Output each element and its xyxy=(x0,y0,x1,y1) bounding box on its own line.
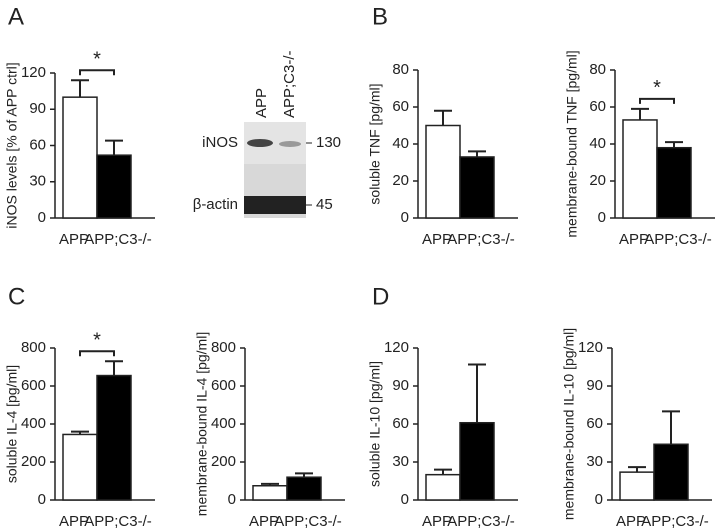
y-tick-label: 90 xyxy=(392,377,409,394)
marker-label: 130 xyxy=(316,134,341,151)
bar xyxy=(622,119,658,219)
x-tick-label: APP;C3-/- xyxy=(644,231,712,248)
y-tick-label: 60 xyxy=(586,415,603,432)
bar xyxy=(96,374,132,501)
y-tick-label: 30 xyxy=(392,453,409,470)
y-tick-label: 400 xyxy=(21,415,46,432)
significance-bracket xyxy=(639,97,675,104)
y-tick-label: 40 xyxy=(589,135,606,152)
panel-label: D xyxy=(372,283,389,310)
x-tick-label: APP xyxy=(422,513,452,530)
bar xyxy=(653,443,689,501)
y-tick-label: 60 xyxy=(589,98,606,115)
x-tick-label: APP;C3-/- xyxy=(274,513,342,530)
lane-label: APP xyxy=(253,88,270,118)
y-axis-label: membrane-bound TNF [pg/ml] xyxy=(564,50,580,237)
y-tick-label: 0 xyxy=(38,491,46,508)
bar xyxy=(459,156,495,219)
x-tick-label: APP xyxy=(619,231,649,248)
western-blot: APP APP;C3-/- iNOS β-actin 130 45 xyxy=(193,50,341,218)
y-tick-label: 60 xyxy=(392,415,409,432)
blot-band xyxy=(244,196,306,214)
y-axis-label: iNOS levels [% of APP ctrl] xyxy=(4,62,20,228)
y-tick-label: 120 xyxy=(384,339,409,356)
y-axis-label: membrane-bound IL-4 [pg/ml] xyxy=(194,332,210,516)
y-tick-label: 0 xyxy=(595,491,603,508)
y-tick-label: 20 xyxy=(589,172,606,189)
y-tick-label: 200 xyxy=(211,453,236,470)
bar xyxy=(425,473,461,501)
y-tick-label: 90 xyxy=(586,377,603,394)
significance-mark: * xyxy=(93,49,101,71)
bar xyxy=(425,124,461,219)
bar xyxy=(62,96,98,219)
y-tick-label: 20 xyxy=(392,172,409,189)
y-tick-label: 800 xyxy=(211,339,236,356)
blot-band xyxy=(247,139,273,147)
bar xyxy=(62,433,98,501)
marker-label: 45 xyxy=(316,196,333,213)
y-axis-label: soluble IL-10 [pg/ml] xyxy=(367,361,383,487)
x-tick-label: APP xyxy=(249,513,279,530)
y-tick-label: 0 xyxy=(401,209,409,226)
y-axis-label: membrane-bound IL-10 [pg/ml] xyxy=(561,328,577,520)
panel-label: C xyxy=(8,283,25,310)
x-tick-label: APP xyxy=(59,513,89,530)
y-tick-label: 0 xyxy=(401,491,409,508)
x-tick-label: APP;C3-/- xyxy=(641,513,709,530)
bar xyxy=(459,421,495,501)
x-tick-label: APP xyxy=(616,513,646,530)
panel-label: A xyxy=(8,3,24,30)
bar xyxy=(96,154,132,219)
x-tick-label: APP;C3-/- xyxy=(84,231,152,248)
x-tick-label: APP;C3-/- xyxy=(84,513,152,530)
y-tick-label: 30 xyxy=(29,173,46,190)
significance-bracket xyxy=(79,350,115,357)
y-tick-label: 80 xyxy=(589,61,606,78)
significance-mark: * xyxy=(93,330,101,352)
y-tick-label: 600 xyxy=(211,377,236,394)
x-tick-label: APP;C3-/- xyxy=(447,513,515,530)
row-label: iNOS xyxy=(202,134,238,151)
significance-bracket xyxy=(79,69,115,76)
y-tick-label: 800 xyxy=(21,339,46,356)
bar xyxy=(656,146,692,219)
bar xyxy=(286,476,322,501)
y-tick-label: 200 xyxy=(21,453,46,470)
y-axis-label: soluble TNF [pg/ml] xyxy=(367,83,383,204)
significance-mark: * xyxy=(653,77,661,99)
x-tick-label: APP;C3-/- xyxy=(447,231,515,248)
y-tick-label: 400 xyxy=(211,415,236,432)
row-label: β-actin xyxy=(193,196,238,213)
y-tick-label: 80 xyxy=(392,61,409,78)
y-tick-label: 120 xyxy=(578,339,603,356)
y-tick-label: 60 xyxy=(392,98,409,115)
y-tick-label: 40 xyxy=(392,135,409,152)
lane-label: APP;C3-/- xyxy=(281,50,298,118)
bar xyxy=(252,485,288,501)
y-tick-label: 0 xyxy=(228,491,236,508)
y-tick-label: 0 xyxy=(598,209,606,226)
y-tick-label: 120 xyxy=(21,64,46,81)
panel-label: B xyxy=(372,3,388,30)
y-tick-label: 0 xyxy=(38,209,46,226)
y-tick-label: 600 xyxy=(21,377,46,394)
y-tick-label: 30 xyxy=(586,453,603,470)
y-tick-label: 60 xyxy=(29,136,46,153)
x-tick-label: APP xyxy=(422,231,452,248)
y-axis-label: soluble IL-4 [pg/ml] xyxy=(4,365,20,483)
bar xyxy=(619,471,655,501)
x-tick-label: APP xyxy=(59,231,89,248)
y-tick-label: 90 xyxy=(29,100,46,117)
blot-band xyxy=(279,141,301,147)
